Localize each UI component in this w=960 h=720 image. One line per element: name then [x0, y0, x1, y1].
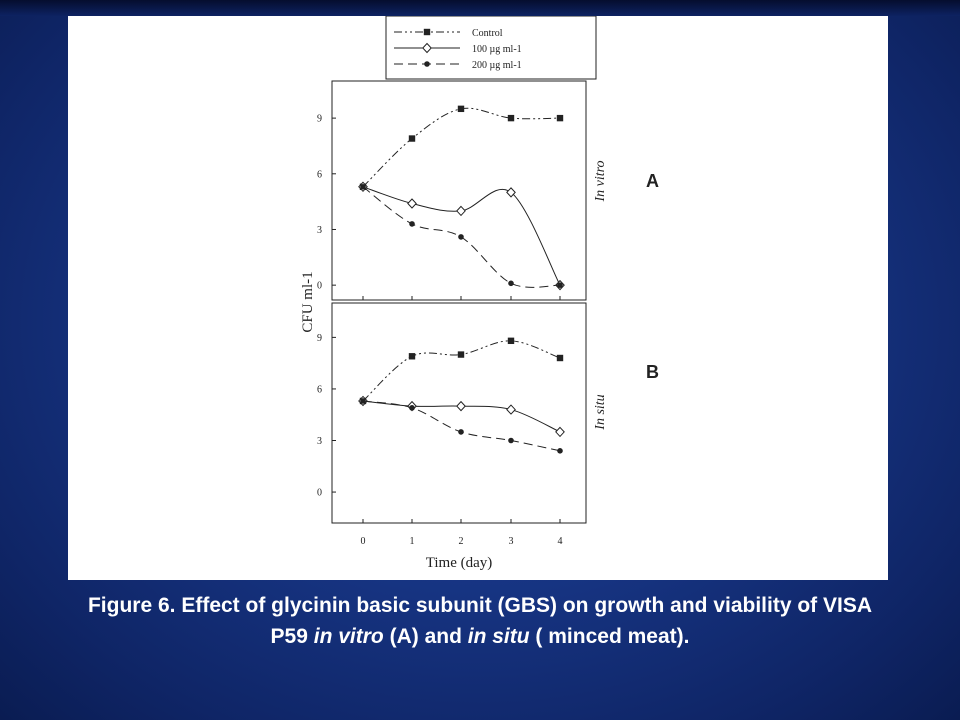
data-point	[458, 429, 464, 435]
series-line-1	[362, 340, 561, 402]
x-tick-label: 2	[459, 536, 464, 547]
legend: Control 100 µg ml-1 200 µg ml-1	[385, 16, 597, 80]
x-tick-label: 3	[509, 536, 514, 547]
data-point	[507, 114, 515, 122]
data-point	[360, 183, 366, 190]
legend-marker-3	[424, 61, 430, 67]
series-line-2	[362, 186, 561, 286]
data-point	[408, 135, 416, 142]
legend-marker-1	[423, 28, 431, 36]
legend-label-1: Control	[472, 28, 503, 39]
y-tick-label: 0	[317, 281, 322, 292]
data-point	[557, 448, 563, 454]
series-line-1	[362, 107, 561, 188]
x-axis-title: Time (day)	[426, 555, 493, 571]
caption-in-vitro: in vitro	[313, 625, 384, 648]
data-point	[506, 187, 516, 198]
data-point	[409, 221, 415, 227]
panel-A: 0 3 6 9 In vitro A	[317, 80, 659, 301]
data-point	[556, 354, 564, 362]
side-label: In vitro	[593, 160, 608, 202]
data-point	[506, 404, 516, 415]
data-point	[507, 337, 515, 345]
y-tick-label: 9	[317, 114, 322, 125]
data-point	[555, 426, 565, 438]
side-label: In situ	[593, 394, 608, 430]
data-point	[556, 114, 564, 122]
panel-frame	[331, 80, 587, 301]
data-point	[457, 105, 465, 113]
y-tick-label: 9	[317, 333, 322, 344]
chart-canvas: Control 100 µg ml-1 200 µg ml-1 0 3 6 9 In vitr…	[300, 16, 659, 571]
data-point	[408, 353, 416, 360]
panel-frame	[331, 302, 587, 524]
data-point	[557, 282, 563, 288]
y-tick-label: 0	[317, 488, 322, 499]
data-point	[360, 398, 366, 404]
data-point	[457, 351, 465, 358]
data-point	[456, 400, 466, 412]
data-point	[409, 405, 415, 411]
slide-top-band	[0, 0, 960, 16]
legend-label-2: 100 µg ml-1	[472, 44, 522, 55]
data-point	[508, 280, 514, 287]
caption-in-situ: in situ	[467, 625, 530, 648]
data-point	[458, 234, 464, 240]
x-tick-label: 4	[558, 536, 563, 547]
caption-text-3: ( minced meat).	[529, 625, 690, 648]
legend-label-3: 200 µg ml-1	[472, 60, 522, 71]
figure-panel: Control 100 µg ml-1 200 µg ml-1 0 3 6 9 In vitr…	[68, 16, 888, 580]
data-point	[407, 198, 417, 209]
panel-B: 0 3 6 9 0 1 2 3 4 In situ B	[317, 302, 659, 547]
y-tick-label: 6	[317, 384, 322, 395]
legend-marker-2	[422, 42, 432, 54]
panel-letter: A	[646, 171, 659, 191]
y-tick-label: 3	[317, 225, 322, 236]
y-tick-label: 3	[317, 436, 322, 447]
figure-caption: Figure 6. Effect of glycinin basic subun…	[80, 590, 880, 652]
caption-text-2: (A) and	[383, 625, 468, 648]
x-tick-label: 0	[361, 536, 366, 547]
panel-letter: B	[646, 362, 659, 382]
caption-text-1: Figure 6. Effect of glycinin basic subun…	[87, 594, 873, 648]
y-tick-label: 6	[317, 169, 322, 180]
data-point	[508, 437, 514, 444]
y-axis-title: CFU ml-1	[300, 271, 316, 332]
data-point	[456, 205, 466, 217]
x-tick-label: 1	[410, 536, 415, 547]
